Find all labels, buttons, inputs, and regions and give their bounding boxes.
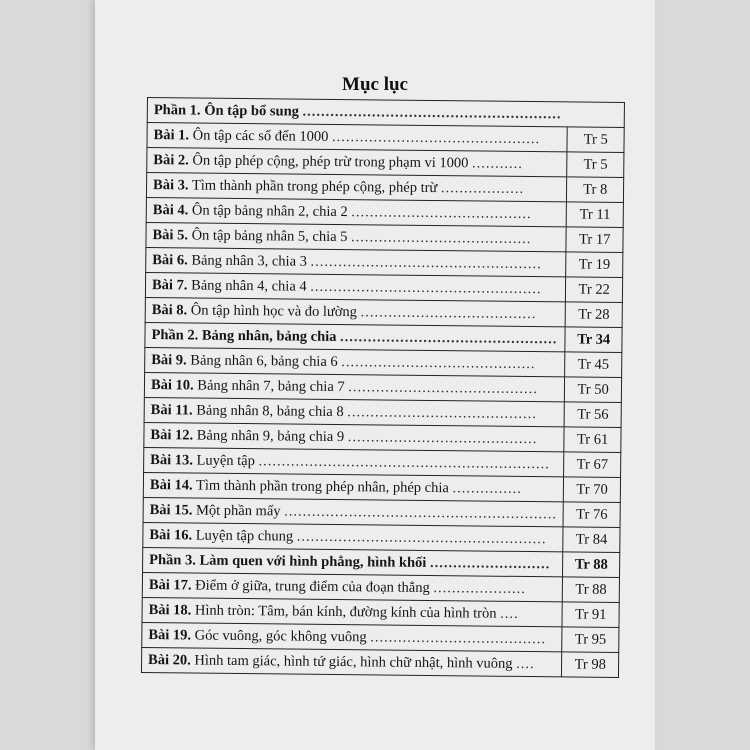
entry-label: Phần 1. <box>153 101 201 119</box>
entry-label: Bài 4. <box>152 201 189 218</box>
leader-dots: ........................................… <box>310 278 542 297</box>
entry-label: Bài 15. <box>149 501 193 518</box>
entry-page: Tr 28 <box>565 301 623 328</box>
entry-title: Ôn tập phép cộng, phép trừ trong phạm vi… <box>192 151 469 171</box>
leader-dots: ........................................… <box>348 378 539 397</box>
entry-page: Tr 91 <box>562 601 620 628</box>
entry-page: Tr 88 <box>562 576 620 603</box>
leader-dots: ........................................… <box>341 353 536 372</box>
entry-title: Tìm thành phần trong phép cộng, phép trừ <box>191 176 438 196</box>
entry-page: Tr 22 <box>565 276 623 303</box>
entry-label: Bài 7. <box>151 276 188 293</box>
leader-dots: ........................................… <box>347 403 537 422</box>
entry-title: Góc vuông, góc không vuông <box>194 627 367 645</box>
entry-label: Bài 3. <box>152 176 189 193</box>
entry-page: Tr 84 <box>563 526 621 553</box>
entry-label: Phần 2. <box>151 326 199 344</box>
entry-page: Tr 5 <box>567 126 625 153</box>
entry-label: Bài 16. <box>149 526 193 543</box>
leader-dots: ........................................… <box>331 128 541 147</box>
leader-dots: .... <box>516 655 535 672</box>
entry-page: Tr 67 <box>563 451 621 478</box>
entry-title: Bảng nhân 3, chia 3 <box>191 251 308 270</box>
entry-page: Tr 76 <box>563 501 621 528</box>
leader-dots: ....................................... <box>351 228 532 247</box>
entry-title: Làm quen với hình phẳng, hình khối <box>199 552 427 571</box>
book-page: Mục lục Phần 1. Ôn tập bổ sung .........… <box>95 0 655 750</box>
entry-label: Bài 8. <box>151 301 188 318</box>
entry-label: Bài 2. <box>153 151 189 168</box>
leader-dots: ........................................… <box>340 328 558 347</box>
leader-dots: ........................................… <box>347 428 538 447</box>
leader-dots: ........................................… <box>258 452 550 472</box>
entry-page: Tr 95 <box>562 626 619 653</box>
entry-title: Ôn tập hình học và đo lường <box>190 301 358 320</box>
entry-label: Bài 20. <box>148 651 191 668</box>
leader-dots: ........................................… <box>284 502 558 522</box>
leader-dots: ........................................… <box>296 528 547 547</box>
table-of-contents: Phần 1. Ôn tập bổ sung .................… <box>141 97 625 678</box>
entry-page: Tr 50 <box>564 376 622 403</box>
leader-dots: ............... <box>452 479 522 497</box>
leader-dots: ...................................... <box>360 303 537 322</box>
entry-title: Một phần mấy <box>195 502 281 519</box>
entry-title: Bảng nhân, bảng chia <box>201 327 337 345</box>
entry-page: Tr 19 <box>566 251 623 278</box>
page-title: Mục lục <box>342 74 408 95</box>
entry-label: Bài 1. <box>153 126 190 143</box>
leader-dots: .................. <box>440 179 525 197</box>
entry-title: Tìm thành phần trong phép nhân, phép chi… <box>195 477 449 496</box>
entry-title: Bảng nhân 7, bảng chia 7 <box>197 377 345 395</box>
leader-dots: ........... <box>472 154 524 172</box>
entry-page: Tr 61 <box>564 426 622 453</box>
entry-page: Tr 17 <box>566 226 624 253</box>
entry-label: Bài 17. <box>148 576 192 593</box>
entry-label: Bài 13. <box>150 451 193 469</box>
entry-title: Ôn tập bảng nhân 2, chia 2 <box>191 201 348 220</box>
entry-page: Tr 5 <box>567 151 624 178</box>
entry-label: Phần 3. <box>149 551 196 569</box>
entry-label: Bài 12. <box>150 426 194 444</box>
entry-page: Tr 70 <box>563 476 621 503</box>
entry-page: Tr 56 <box>564 401 622 428</box>
entry-page: Tr 11 <box>566 201 624 228</box>
entry-label: Bài 10. <box>150 376 194 394</box>
toc-row: Bài 20. Hình tam giác, hình tứ giác, hìn… <box>141 647 619 678</box>
leader-dots: .......................... <box>429 554 551 572</box>
entry-page: Tr 8 <box>566 176 624 203</box>
leader-dots: .................... <box>433 579 526 597</box>
entry-page: Tr 88 <box>562 551 620 578</box>
entry-title: Bảng nhân 6, bảng chia 6 <box>190 351 338 370</box>
entry-label: Bài 9. <box>151 351 187 368</box>
leader-dots: ........................................… <box>310 253 542 272</box>
entry-title: Điểm ở giữa, trung điểm của đoạn thẳng <box>195 577 430 596</box>
leader-dots: .... <box>500 605 519 622</box>
entry-label: Bài 14. <box>149 476 193 493</box>
entry-title: Bảng nhân 8, bảng chia 8 <box>196 402 344 420</box>
leader-dots: ...................................... <box>370 628 547 647</box>
entry-label: Bài 5. <box>152 226 189 243</box>
entry-label: Bài 19. <box>148 626 192 643</box>
entry-label: Bài 6. <box>152 251 188 268</box>
entry-title: Luyện tập chung <box>195 527 294 545</box>
leader-dots: ....................................... <box>351 203 532 222</box>
entry-title: Ôn tập các số đến 1000 <box>192 126 329 145</box>
entry-page: Tr 34 <box>565 326 623 353</box>
entry-title: Hình tam giác, hình tứ giác, hình chữ nh… <box>194 652 513 672</box>
entry-page: Tr 45 <box>564 351 622 378</box>
entry-title: Hình tròn: Tâm, bán kính, đường kính của… <box>194 602 497 622</box>
entry-title: Ôn tập bổ sung <box>204 102 300 120</box>
entry-title: Ôn tập bảng nhân 5, chia 5 <box>191 226 348 245</box>
entry-title: Bảng nhân 9, bảng chia 9 <box>196 427 345 445</box>
leader-dots: ........................................… <box>302 103 562 122</box>
entry-title: Luyện tập <box>196 452 256 469</box>
entry-page: Tr 98 <box>561 651 619 678</box>
entry-label: Bài 18. <box>148 601 192 618</box>
entry-label: Bài 11. <box>150 401 193 418</box>
toc-entry: Bài 20. Hình tam giác, hình tứ giác, hìn… <box>141 647 563 677</box>
entry-title: Bảng nhân 4, chia 4 <box>191 276 307 295</box>
